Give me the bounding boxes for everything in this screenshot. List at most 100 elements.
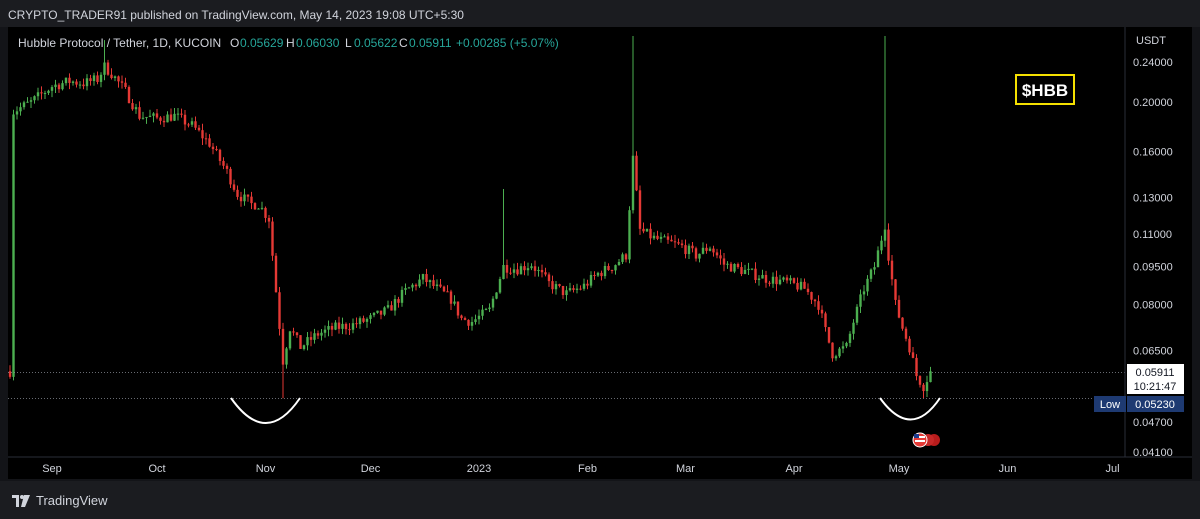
- current-price-tag: 0.05911 10:21:47: [1127, 364, 1184, 394]
- candle-body: [89, 78, 92, 82]
- candle-body: [691, 245, 694, 249]
- legend-c-label: C: [399, 36, 408, 50]
- candle-body: [8, 371, 12, 377]
- candle-body: [257, 208, 260, 210]
- candle-body: [547, 274, 551, 282]
- candle-body: [761, 274, 764, 279]
- ticker-label: $HBB: [1022, 81, 1068, 100]
- candle-body: [670, 239, 673, 242]
- candle-body: [243, 194, 246, 202]
- candle-body: [925, 382, 929, 392]
- candle-body: [467, 319, 470, 326]
- rounded-bottom-annotation-nov[interactable]: [230, 397, 301, 424]
- candle-body: [383, 307, 386, 315]
- candle-body: [68, 77, 71, 83]
- candle-body: [488, 307, 491, 310]
- candle-body: [131, 103, 134, 110]
- candle-body: [393, 299, 397, 311]
- candle-body: [204, 138, 208, 140]
- candle-body: [187, 124, 190, 126]
- candle-body: [250, 196, 253, 204]
- candle-body: [894, 279, 897, 300]
- candle-body: [684, 245, 687, 255]
- candle-body: [810, 292, 813, 300]
- candle-body: [827, 327, 831, 343]
- candle-body: [523, 266, 526, 271]
- time-axis[interactable]: Sep Oct Nov Dec 2023 Feb Mar Apr May Jun Jul: [8, 456, 1192, 475]
- price-tick-label: 0.20000: [1133, 97, 1173, 109]
- candle-body: [365, 318, 369, 322]
- time-tick-label: May: [889, 463, 910, 475]
- candle-body: [866, 278, 869, 292]
- candle-body: [593, 275, 596, 277]
- candle-body: [477, 315, 481, 320]
- candle-body: [803, 281, 806, 289]
- tradingview-footer[interactable]: TradingView: [12, 493, 108, 508]
- candle-body: [281, 328, 285, 365]
- candle-body: [859, 294, 862, 307]
- candle-body: [40, 92, 43, 94]
- candle-body: [589, 275, 593, 286]
- candle-body: [740, 267, 743, 275]
- candle-body: [852, 322, 855, 334]
- candle-body: [596, 272, 600, 276]
- candle-body: [463, 318, 467, 320]
- candle-body: [229, 168, 232, 185]
- candle-body: [813, 299, 817, 302]
- candle-body: [348, 329, 351, 331]
- candle-body: [572, 288, 575, 290]
- candle-body: [432, 280, 435, 287]
- price-axis[interactable]: USDT 0.24000 0.20000 0.16000 0.13000 0.11000…: [1124, 27, 1192, 459]
- candle-body: [113, 76, 117, 79]
- candle-body: [460, 315, 463, 319]
- current-price-value: 0.05911: [1136, 367, 1175, 379]
- candle-body: [526, 268, 530, 271]
- candle-body: [78, 84, 82, 86]
- candle-body: [390, 305, 393, 311]
- candle-body: [505, 265, 509, 273]
- candle-body: [425, 274, 428, 283]
- candle-body: [911, 352, 915, 358]
- candle-body: [54, 84, 57, 88]
- candle-body: [530, 266, 533, 269]
- candle-body: [85, 78, 89, 87]
- candle-body: [400, 289, 404, 303]
- candle-body: [617, 261, 621, 266]
- candle-body: [495, 292, 498, 299]
- candle-body: [313, 333, 316, 340]
- events-flag-icon[interactable]: [912, 432, 940, 448]
- candle-body: [516, 269, 519, 275]
- candle-body: [96, 75, 99, 82]
- candle-body: [29, 100, 33, 102]
- candle-body: [908, 338, 911, 353]
- candle-body: [498, 279, 502, 293]
- candle-body: [404, 288, 407, 290]
- candle-body: [302, 345, 306, 349]
- rounded-bottom-annotation-may[interactable]: [879, 397, 941, 421]
- candle-body: [848, 333, 852, 343]
- candle-body: [743, 269, 747, 275]
- candle-body: [110, 74, 113, 79]
- candle-body: [614, 265, 617, 271]
- candle-body: [915, 357, 918, 377]
- price-tick-label: 0.08000: [1133, 299, 1173, 311]
- candle-body: [628, 210, 631, 260]
- candle-body: [509, 272, 512, 274]
- legend-h-label: H: [286, 36, 295, 50]
- candle-body: [208, 138, 211, 147]
- candle-body: [75, 81, 78, 85]
- candle-body: [621, 254, 624, 262]
- candle-body: [421, 274, 425, 280]
- candle-body: [715, 252, 719, 256]
- candle-body: [687, 245, 691, 255]
- candle-body: [551, 281, 554, 290]
- time-tick-label: Jun: [999, 463, 1017, 475]
- candle-body: [232, 184, 236, 190]
- candle-body: [92, 75, 96, 82]
- candle-body: [918, 376, 922, 385]
- candle-body: [474, 319, 477, 323]
- candle-body: [435, 284, 439, 287]
- candle-body: [211, 146, 215, 150]
- chart-frame[interactable]: [8, 27, 1192, 479]
